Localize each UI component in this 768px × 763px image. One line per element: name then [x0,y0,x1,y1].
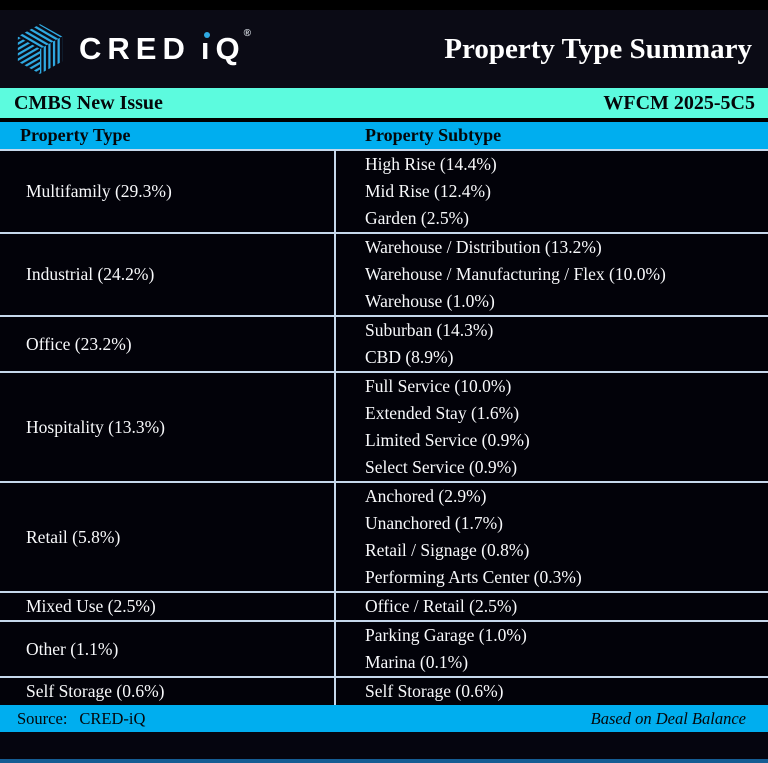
property-subtype-cell: Suburban (14.3%) CBD (8.9%) [334,317,768,371]
footer-bar: Source: CRED-iQ Based on Deal Balance [0,705,768,732]
property-subtype-cell: Anchored (2.9%) Unanchored (1.7%) Retail… [334,483,768,591]
subtype-line: High Rise (14.4%) [365,154,497,174]
subtype-line: Performing Arts Center (0.3%) [365,567,582,587]
footer-note: Based on Deal Balance [590,708,746,728]
subtype-line: Warehouse / Manufacturing / Flex (10.0%) [365,264,666,284]
cred-iq-logo: CRED ı Q® [16,22,253,76]
property-subtype-cell: Parking Garage (1.0%) Marina (0.1%) [334,622,768,676]
header: CRED ı Q® Property Type Summary [0,0,768,88]
column-header-property-type: Property Type [20,125,131,145]
deal-category: CMBS New Issue [14,91,163,114]
deal-name: WFCM 2025-5C5 [603,91,755,114]
subtype-line: Retail / Signage (0.8%) [365,540,530,560]
source-value: CRED-iQ [79,708,146,728]
table-row-office: Office (23.2%) Suburban (14.3%) CBD (8.9… [0,315,768,371]
page-title: Property Type Summary [444,32,752,65]
hexagon-logo-icon [17,24,63,74]
brand-text-cred: CRED [79,31,191,66]
column-header-row: Property Type Property Subtype [0,122,768,149]
property-subtype-cell: Full Service (10.0%) Extended Stay (1.6%… [334,373,768,481]
property-type-cell: Multifamily (29.3%) [26,181,172,201]
property-type-cell: Self Storage (0.6%) [26,681,165,701]
subtype-line: Marina (0.1%) [365,652,469,672]
table-row-hospitality: Hospitality (13.3%) Full Service (10.0%)… [0,371,768,481]
subtype-line: Warehouse (1.0%) [365,291,495,311]
subtype-line: Self Storage (0.6%) [365,681,504,701]
property-table: Multifamily (29.3%) High Rise (14.4%) Mi… [0,149,768,705]
subtype-line: CBD (8.9%) [365,347,454,367]
subtype-line: Full Service (10.0%) [365,376,512,396]
subtype-line: Limited Service (0.9%) [365,430,530,450]
property-type-cell: Other (1.1%) [26,638,119,659]
property-subtype-cell: Warehouse / Distribution (13.2%) Warehou… [334,234,768,315]
property-type-cell: Hospitality (13.3%) [26,416,166,437]
table-row-retail: Retail (5.8%) Anchored (2.9%) Unanchored… [0,481,768,591]
property-type-cell: Office (23.2%) [26,333,132,354]
source: Source: CRED-iQ [17,709,145,729]
property-subtype-cell: Self Storage (0.6%) [334,678,768,705]
subtype-line: Office / Retail (2.5%) [365,596,518,616]
property-type-cell: Retail (5.8%) [26,526,121,547]
source-label: Source: [17,708,68,728]
registered-mark: ® [243,27,251,39]
i-dot-icon [204,32,211,38]
bottom-strip [0,732,768,763]
subtype-line: Suburban (14.3%) [365,320,494,340]
property-type-cell: Industrial (24.2%) [26,264,155,284]
subtype-line: Parking Garage (1.0%) [365,625,527,645]
subtype-line: Garden (2.5%) [365,208,469,228]
table-row-industrial: Industrial (24.2%) Warehouse / Distribut… [0,232,768,315]
subtype-line: Extended Stay (1.6%) [365,403,520,423]
subtype-line: Anchored (2.9%) [365,486,487,506]
subtype-line: Unanchored (1.7%) [365,513,504,533]
table-row-other: Other (1.1%) Parking Garage (1.0%) Marin… [0,620,768,676]
subtype-line: Warehouse / Distribution (13.2%) [365,237,602,257]
brand-text-iq: ı Q® [200,27,251,66]
property-subtype-cell: High Rise (14.4%) Mid Rise (12.4%) Garde… [334,151,768,232]
subtype-line: Select Service (0.9%) [365,457,518,477]
table-row-mixed-use: Mixed Use (2.5%) Office / Retail (2.5%) [0,591,768,620]
column-header-property-subtype: Property Subtype [365,125,502,145]
table-row-self-storage: Self Storage (0.6%) Self Storage (0.6%) [0,676,768,705]
brand-wordmark: CRED ı Q® [79,27,253,67]
subtype-line: Mid Rise (12.4%) [365,181,491,201]
property-subtype-cell: Office / Retail (2.5%) [334,593,768,620]
property-type-cell: Mixed Use (2.5%) [26,596,156,616]
deal-bar: CMBS New Issue WFCM 2025-5C5 [0,88,768,122]
table-row-multifamily: Multifamily (29.3%) High Rise (14.4%) Mi… [0,151,768,232]
